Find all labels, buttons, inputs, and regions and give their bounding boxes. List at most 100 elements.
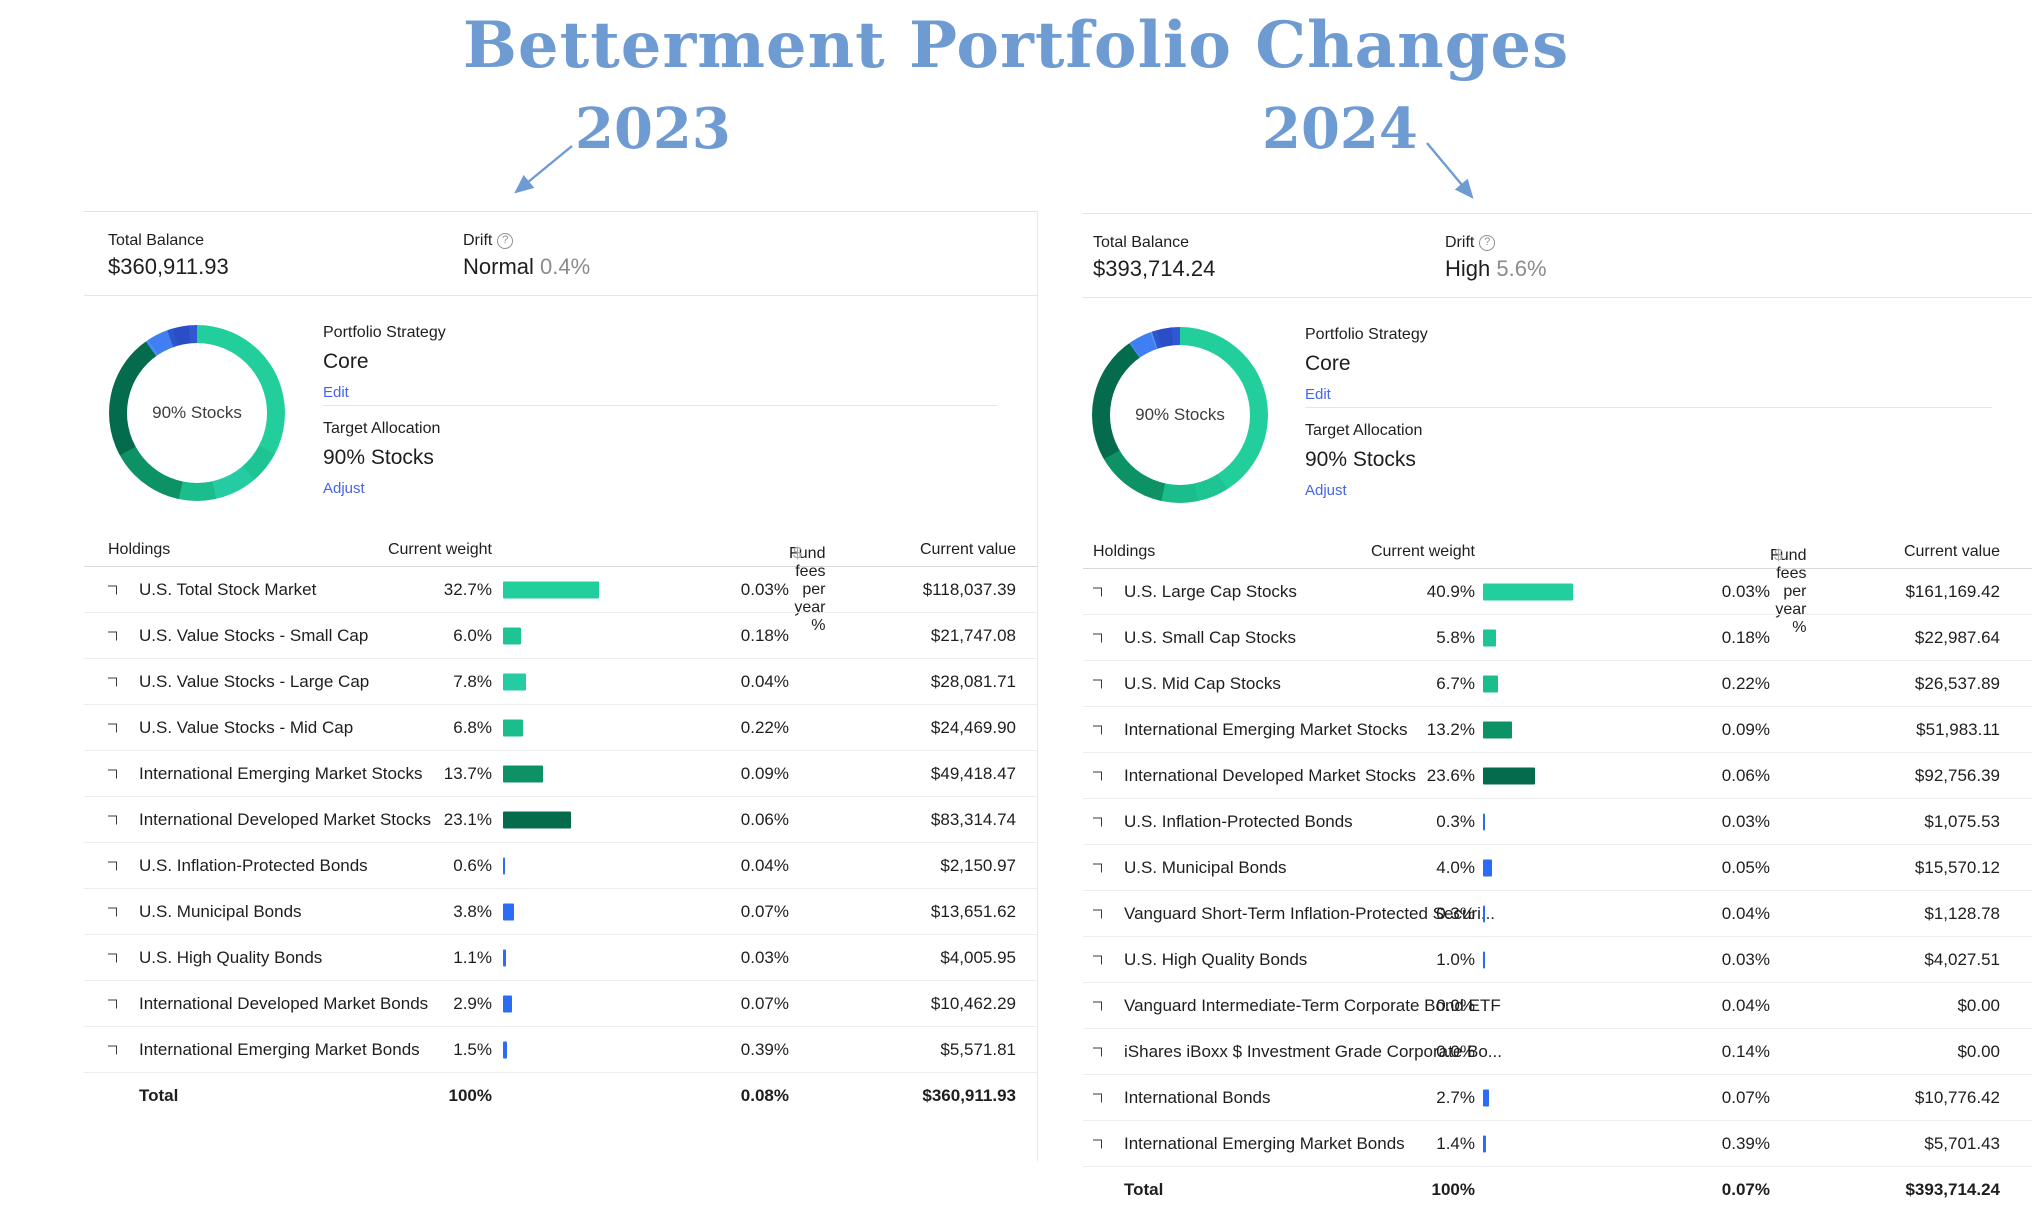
table-row[interactable]: U.S. Value Stocks - Mid Cap 6.8% 0.22% $24,… <box>84 705 1037 751</box>
edit-link[interactable]: Edit <box>323 384 349 401</box>
expand-chevron-icon[interactable] <box>108 723 117 732</box>
year-label-2024: 2024 <box>1262 96 1418 162</box>
table-row[interactable]: U.S. Inflation-Protected Bonds 0.6% 0.04% $… <box>84 843 1037 889</box>
table-row[interactable]: U.S. High Quality Bonds 1.0% 0.03% $4,027.5… <box>1083 937 2032 983</box>
holding-fee: 0.06% <box>1721 765 1770 785</box>
expand-chevron-icon[interactable] <box>108 585 117 594</box>
holding-fee: 0.03% <box>1721 581 1770 601</box>
expand-chevron-icon[interactable] <box>108 953 117 962</box>
table-row[interactable]: International Emerging Market Stocks 13.2… <box>1083 707 2032 753</box>
holding-name: U.S. High Quality Bonds <box>139 947 323 967</box>
holding-name: U.S. Value Stocks - Small Cap <box>139 625 369 645</box>
total-balance-value: $360,911.93 <box>108 254 229 279</box>
holding-fee: 0.07% <box>1721 1180 1770 1199</box>
holding-weight: 0.3% <box>1436 811 1475 831</box>
expand-chevron-icon[interactable] <box>108 631 117 640</box>
table-row[interactable]: U.S. Mid Cap Stocks 6.7% 0.22% $26,537.89 <box>1083 661 2032 707</box>
holding-value: $10,776.42 <box>1914 1087 2000 1107</box>
adjust-link[interactable]: Adjust <box>323 480 365 497</box>
portfolio-strategy-value: Core <box>323 350 369 373</box>
edit-link[interactable]: Edit <box>1305 386 1331 403</box>
holding-weight: 100% <box>448 1086 492 1105</box>
table-row[interactable]: U.S. Small Cap Stocks 5.8% 0.18% $22,987.64 <box>1083 615 2032 661</box>
target-allocation-block: Target Allocation 90% Stocks Adjust <box>323 405 997 498</box>
panel-header: Total Balance $393,714.24 Drift? High 5.… <box>1083 214 2032 298</box>
col-fund-fees[interactable]: Fund fees per year % <box>1770 547 1807 636</box>
expand-chevron-icon[interactable] <box>1093 1047 1102 1056</box>
holding-name: International Developed Market Stocks <box>139 809 431 829</box>
table-row[interactable]: U.S. Large Cap Stocks 40.9% 0.03% $161,169.… <box>1083 569 2032 615</box>
weight-bar <box>1483 767 1535 784</box>
holding-value: $22,987.64 <box>1914 627 2000 647</box>
weight-bar <box>1483 813 1485 830</box>
holding-name: U.S. Large Cap Stocks <box>1124 581 1297 601</box>
holding-value: $2,150.97 <box>940 855 1016 875</box>
fee-usd-toggle[interactable]: $ <box>793 545 802 562</box>
holdings-table: Holdings Current weight Fund fees per ye… <box>84 537 1037 1119</box>
expand-chevron-icon[interactable] <box>1093 1093 1102 1102</box>
expand-chevron-icon[interactable] <box>108 815 117 824</box>
expand-chevron-icon[interactable] <box>1093 955 1102 964</box>
holding-weight: 0.0% <box>1436 1041 1475 1061</box>
holding-name: U.S. Value Stocks - Mid Cap <box>139 717 354 737</box>
table-total-row: Total 100% 0.08% $360,911.93 <box>84 1073 1037 1119</box>
expand-chevron-icon[interactable] <box>108 999 117 1008</box>
holding-name: U.S. Small Cap Stocks <box>1124 627 1296 647</box>
weight-bar <box>1483 675 1498 692</box>
holding-weight: 5.8% <box>1436 627 1475 647</box>
table-row[interactable]: International Developed Market Stocks 23.… <box>84 797 1037 843</box>
table-row[interactable]: U.S. High Quality Bonds 1.1% 0.03% $4,005.9… <box>84 935 1037 981</box>
expand-chevron-icon[interactable] <box>1093 1001 1102 1010</box>
holding-weight: 32.7% <box>443 579 492 599</box>
expand-chevron-icon[interactable] <box>1093 909 1102 918</box>
table-row[interactable]: Vanguard Short-Term Inflation-Protected … <box>1083 891 2032 937</box>
total-balance-label: Total Balance <box>108 232 205 249</box>
expand-chevron-icon[interactable] <box>1093 1139 1102 1148</box>
expand-chevron-icon[interactable] <box>1093 679 1102 688</box>
expand-chevron-icon[interactable] <box>108 769 117 778</box>
holding-weight: 23.1% <box>443 809 492 829</box>
fee-usd-toggle[interactable]: $ <box>1774 547 1783 564</box>
table-row[interactable]: International Emerging Market Stocks 13.7… <box>84 751 1037 797</box>
portfolio-panel-2024: Total Balance $393,714.24 Drift? High 5.… <box>1083 213 2032 1218</box>
expand-chevron-icon[interactable] <box>108 677 117 686</box>
expand-chevron-icon[interactable] <box>1093 817 1102 826</box>
expand-chevron-icon[interactable] <box>1093 771 1102 780</box>
portfolio-strategy-label: Portfolio Strategy <box>323 324 446 341</box>
donut-center-label: 90% Stocks <box>1135 405 1225 424</box>
table-row[interactable]: U.S. Total Stock Market 32.7% 0.03% $118,03… <box>84 567 1037 613</box>
holding-weight: 13.2% <box>1426 719 1475 739</box>
table-row[interactable]: International Developed Market Bonds 2.9%… <box>84 981 1037 1027</box>
total-balance-block: Total Balance $360,911.93 <box>108 232 229 280</box>
holding-weight: 2.7% <box>1436 1087 1475 1107</box>
holding-weight: 0.0% <box>1436 995 1475 1015</box>
expand-chevron-icon[interactable] <box>1093 633 1102 642</box>
expand-chevron-icon[interactable] <box>1093 863 1102 872</box>
holding-name: U.S. Inflation-Protected Bonds <box>1124 811 1353 831</box>
table-row[interactable]: International Emerging Market Bonds 1.4% 0… <box>1083 1121 2032 1167</box>
expand-chevron-icon[interactable] <box>108 1045 117 1054</box>
table-row[interactable]: U.S. Municipal Bonds 4.0% 0.05% $15,570.12 <box>1083 845 2032 891</box>
table-row[interactable]: U.S. Inflation-Protected Bonds 0.3% 0.03% $… <box>1083 799 2032 845</box>
expand-chevron-icon[interactable] <box>1093 725 1102 734</box>
drift-help-icon[interactable]: ? <box>497 232 514 249</box>
holding-value: $4,005.95 <box>940 947 1016 967</box>
table-row[interactable]: iShares iBoxx $ Investment Grade Corpora… <box>1083 1029 2032 1075</box>
holding-fee: 0.04% <box>1721 903 1770 923</box>
expand-chevron-icon[interactable] <box>1093 587 1102 596</box>
table-row[interactable]: Vanguard Intermediate-Term Corporate Bon… <box>1083 983 2032 1029</box>
expand-chevron-icon[interactable] <box>108 907 117 916</box>
drift-help-icon[interactable]: ? <box>1479 234 1496 251</box>
table-row[interactable]: International Emerging Market Bonds 1.5% 0… <box>84 1027 1037 1073</box>
table-row[interactable]: U.S. Value Stocks - Large Cap 7.8% 0.04% $2… <box>84 659 1037 705</box>
col-holdings: Holdings <box>1093 543 1156 560</box>
expand-chevron-icon[interactable] <box>108 861 117 870</box>
holding-fee: 0.07% <box>1721 1087 1770 1107</box>
holding-value: $92,756.39 <box>1914 765 2000 785</box>
table-row[interactable]: International Developed Market Stocks 23.… <box>1083 753 2032 799</box>
adjust-link[interactable]: Adjust <box>1305 482 1347 499</box>
table-row[interactable]: U.S. Municipal Bonds 3.8% 0.07% $13,651.62 <box>84 889 1037 935</box>
col-fund-fees[interactable]: Fund fees per year % <box>789 545 826 634</box>
table-row[interactable]: International Bonds 2.7% 0.07% $10,776.42 <box>1083 1075 2032 1121</box>
table-row[interactable]: U.S. Value Stocks - Small Cap 6.0% 0.18% $2… <box>84 613 1037 659</box>
